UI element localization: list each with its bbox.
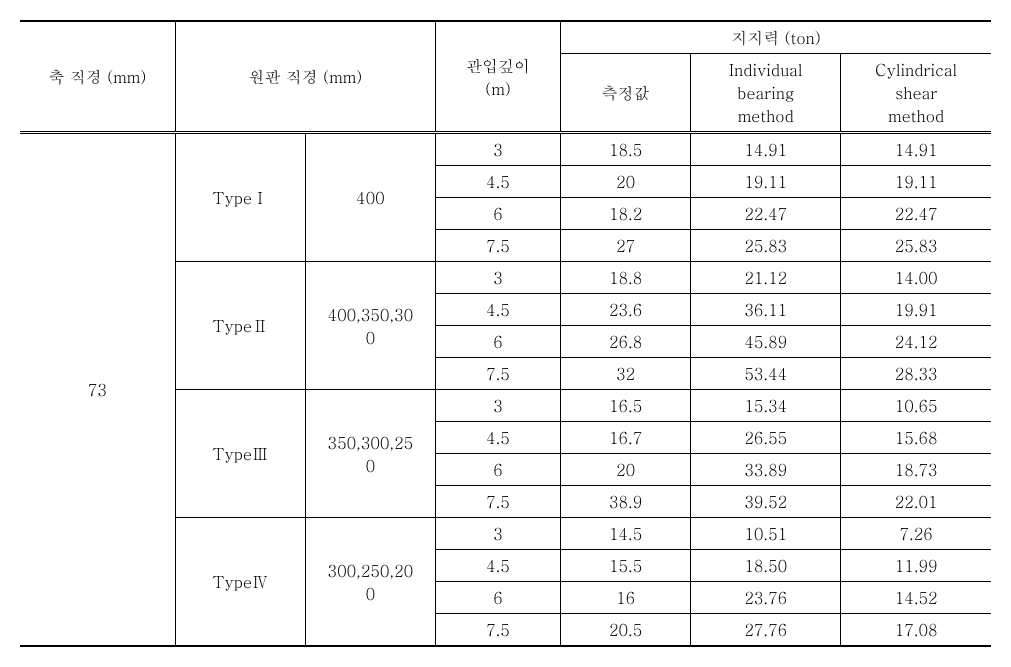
depth-cell: 4.5 <box>435 294 560 326</box>
individual-cell: 45.89 <box>691 326 841 358</box>
cylindrical-cell: 19.11 <box>841 166 991 198</box>
measured-cell: 18.8 <box>561 262 691 294</box>
measured-cell: 32 <box>561 358 691 390</box>
depth-cell: 3 <box>435 518 560 550</box>
depth-cell: 6 <box>435 454 560 486</box>
measured-cell: 26.8 <box>561 326 691 358</box>
individual-cell: 19.11 <box>691 166 841 198</box>
table-header: 축 직경 (mm) 원판 직경 (mm) 관입깊이(m) 지지력 (ton) 측… <box>20 21 991 133</box>
depth-cell: 3 <box>435 133 560 166</box>
cylindrical-cell: 14.52 <box>841 582 991 614</box>
cylindrical-cell: 14.00 <box>841 262 991 294</box>
individual-cell: 23.76 <box>691 582 841 614</box>
individual-cell: 21.12 <box>691 262 841 294</box>
individual-cell: 18.50 <box>691 550 841 582</box>
individual-cell: 39.52 <box>691 486 841 518</box>
col-axis-diam: 축 직경 (mm) <box>20 21 175 133</box>
type-label-cell: TypeⅣ <box>175 518 305 647</box>
col-disc-diam: 원판 직경 (mm) <box>175 21 435 133</box>
cylindrical-cell: 22.01 <box>841 486 991 518</box>
measured-cell: 20 <box>561 454 691 486</box>
individual-cell: 25.83 <box>691 230 841 262</box>
col-individual: Individualbearingmethod <box>691 54 841 133</box>
cylindrical-cell: 28.33 <box>841 358 991 390</box>
measured-cell: 20.5 <box>561 614 691 647</box>
cylindrical-cell: 19.91 <box>841 294 991 326</box>
cylindrical-cell: 18.73 <box>841 454 991 486</box>
cylindrical-cell: 10.65 <box>841 390 991 422</box>
type-label-cell: TypeⅡ <box>175 262 305 390</box>
depth-cell: 7.5 <box>435 230 560 262</box>
type-label-cell: TypeⅠ <box>175 133 305 262</box>
disc-diam-cell: 300,250,200 <box>305 518 435 647</box>
bearing-capacity-table: 축 직경 (mm) 원판 직경 (mm) 관입깊이(m) 지지력 (ton) 측… <box>20 20 991 647</box>
individual-cell: 53.44 <box>691 358 841 390</box>
table-body: 73TypeⅠ400318.514.9114.914.52019.1119.11… <box>20 133 991 647</box>
depth-cell: 3 <box>435 390 560 422</box>
col-group-bearing: 지지력 (ton) <box>561 21 991 54</box>
individual-cell: 15.34 <box>691 390 841 422</box>
axis-diam-cell: 73 <box>20 133 175 647</box>
measured-cell: 16 <box>561 582 691 614</box>
measured-cell: 23.6 <box>561 294 691 326</box>
measured-cell: 18.5 <box>561 133 691 166</box>
cylindrical-cell: 17.08 <box>841 614 991 647</box>
depth-cell: 4.5 <box>435 550 560 582</box>
measured-cell: 15.5 <box>561 550 691 582</box>
table-row: 73TypeⅠ400318.514.9114.91 <box>20 133 991 166</box>
depth-cell: 7.5 <box>435 358 560 390</box>
disc-diam-cell: 400,350,300 <box>305 262 435 390</box>
individual-cell: 10.51 <box>691 518 841 550</box>
cylindrical-cell: 14.91 <box>841 133 991 166</box>
cylindrical-cell: 22.47 <box>841 198 991 230</box>
individual-cell: 14.91 <box>691 133 841 166</box>
individual-cell: 27.76 <box>691 614 841 647</box>
depth-cell: 4.5 <box>435 166 560 198</box>
depth-cell: 4.5 <box>435 422 560 454</box>
depth-cell: 3 <box>435 262 560 294</box>
disc-diam-cell: 400 <box>305 133 435 262</box>
col-penetration: 관입깊이(m) <box>435 21 560 133</box>
individual-cell: 26.55 <box>691 422 841 454</box>
cylindrical-cell: 7.26 <box>841 518 991 550</box>
depth-cell: 6 <box>435 582 560 614</box>
depth-cell: 7.5 <box>435 614 560 647</box>
cylindrical-cell: 24.12 <box>841 326 991 358</box>
measured-cell: 27 <box>561 230 691 262</box>
col-measured: 측정값 <box>561 54 691 133</box>
depth-cell: 7.5 <box>435 486 560 518</box>
measured-cell: 14.5 <box>561 518 691 550</box>
measured-cell: 20 <box>561 166 691 198</box>
measured-cell: 38.9 <box>561 486 691 518</box>
individual-cell: 22.47 <box>691 198 841 230</box>
cylindrical-cell: 25.83 <box>841 230 991 262</box>
measured-cell: 16.5 <box>561 390 691 422</box>
individual-cell: 33.89 <box>691 454 841 486</box>
cylindrical-cell: 11.99 <box>841 550 991 582</box>
measured-cell: 16.7 <box>561 422 691 454</box>
depth-cell: 6 <box>435 198 560 230</box>
depth-cell: 6 <box>435 326 560 358</box>
type-label-cell: TypeⅢ <box>175 390 305 518</box>
measured-cell: 18.2 <box>561 198 691 230</box>
cylindrical-cell: 15.68 <box>841 422 991 454</box>
col-cylindrical: Cylindricalshearmethod <box>841 54 991 133</box>
disc-diam-cell: 350,300,250 <box>305 390 435 518</box>
individual-cell: 36.11 <box>691 294 841 326</box>
